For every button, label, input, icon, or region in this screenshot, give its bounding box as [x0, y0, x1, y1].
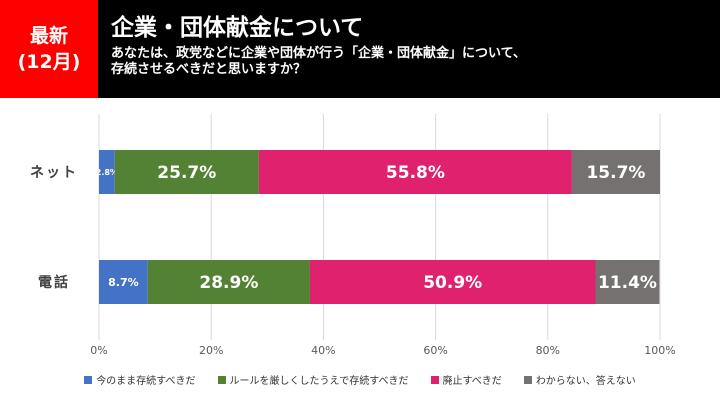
question-text: あなたは、政党などに企業や団体が行う「企業・団体献金」について、 存続させるべき… — [111, 46, 711, 78]
bar-segment — [309, 260, 596, 304]
chart-legend: 今のまま存続すべきだ ルールを厳しくしたうえで存続すべきだ 廃止すべきだ わからない、… — [0, 372, 720, 387]
legend-swatch — [84, 375, 93, 384]
x-tick-label: 100% — [644, 344, 675, 357]
data-label: 11.4% — [598, 273, 657, 293]
legend-swatch — [523, 375, 532, 384]
legend-label: ルールを厳しくしたうえで存続すべきだ — [229, 376, 409, 387]
legend-item: ルールを厳しくしたうえで存続すべきだ — [217, 372, 409, 387]
x-tick-label: 80% — [536, 344, 560, 357]
category-label: ネット — [30, 165, 78, 181]
bar-segment — [147, 260, 310, 304]
legend-item: 今のまま存続すべきだ — [84, 372, 196, 387]
data-label: 2.8% — [96, 168, 118, 177]
legend-item: 廃止すべきだ — [430, 372, 502, 387]
question-line-1: あなたは、政党などに企業や団体が行う「企業・団体献金」について、 — [111, 46, 526, 61]
bar-segment — [99, 260, 148, 304]
x-tick-label: 20% — [199, 344, 223, 357]
question-line-2: 存続させるべきだと思いますか？ — [111, 62, 307, 77]
legend-label: 今のまま存続すべきだ — [96, 376, 196, 387]
data-label: 50.9% — [423, 273, 482, 293]
legend-item: わからない、答えない — [523, 372, 636, 387]
badge-month: (12月) — [17, 51, 81, 73]
legend-swatch — [430, 375, 439, 384]
bar-segment — [114, 150, 259, 194]
bar-segment — [571, 150, 660, 194]
legend-label: わからない、答えない — [535, 376, 636, 387]
legend-label: 廃止すべきだ — [442, 376, 502, 387]
bar-segment — [99, 150, 115, 194]
bar-segment — [595, 260, 660, 304]
data-label: 15.7% — [586, 163, 645, 183]
legend-swatch — [217, 375, 226, 384]
data-label: 28.9% — [199, 273, 258, 293]
category-label: 電話 — [38, 274, 70, 291]
header-bar: 最新 (12月) 企業・団体献金について あなたは、政党などに企業や団体が行う「… — [0, 0, 720, 98]
data-label: 25.7% — [157, 163, 216, 183]
x-tick-label: 0% — [90, 344, 107, 357]
bar-segment — [258, 150, 572, 194]
data-label: 8.7% — [108, 276, 139, 289]
data-label: 55.8% — [386, 163, 445, 183]
page-title: 企業・団体献金について — [111, 15, 364, 41]
x-tick-label: 60% — [423, 344, 447, 357]
latest-badge: 最新 (12月) — [0, 0, 98, 98]
x-tick-label: 40% — [311, 344, 335, 357]
badge-label: 最新 — [29, 25, 68, 47]
